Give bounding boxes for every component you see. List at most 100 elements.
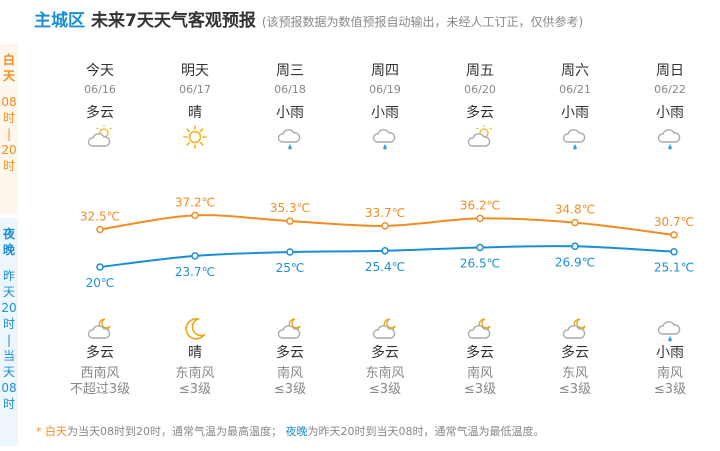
day-name: 周六 <box>561 63 589 79</box>
day-date: 06/22 <box>654 83 686 96</box>
wind-level: ≤3级 <box>653 382 687 397</box>
rain-icon <box>245 124 335 150</box>
day-date: 06/20 <box>464 83 496 96</box>
disclaimer-note: (该预报数据为数值预报自动输出，未经人工订正，仅供参考) <box>261 15 584 29</box>
low-temp-point <box>286 248 294 256</box>
day-name: 周日 <box>656 63 684 79</box>
rain-icon <box>625 124 715 150</box>
low-temp-label: 26.5℃ <box>460 257 500 271</box>
day-name: 周三 <box>276 63 304 79</box>
footer-day-term: 白天 <box>45 425 67 438</box>
wind-direction: 南风 <box>656 366 683 381</box>
high-temp-label: 33.7℃ <box>365 206 405 220</box>
day-date: 06/19 <box>369 83 401 96</box>
side-range-char: 20 <box>1 143 17 157</box>
low-temp-point <box>381 247 389 255</box>
low-temp-label: 25.1℃ <box>654 261 694 275</box>
moon-icon <box>150 316 240 342</box>
day-date: 06/16 <box>84 83 116 96</box>
night-weather-text: 多云 <box>371 345 399 361</box>
night-weather-text: 晴 <box>188 345 202 361</box>
high-temp-point <box>191 211 199 220</box>
low-temp-label: 23.7℃ <box>175 265 215 279</box>
rain-icon <box>625 316 715 342</box>
high-temp-label: 36.2℃ <box>460 198 500 212</box>
high-temp-point <box>96 225 104 234</box>
side-range-char: 时 <box>2 397 15 411</box>
rain-icon <box>530 124 620 150</box>
high-temp-label: 32.5℃ <box>80 210 120 224</box>
low-temp-label: 20℃ <box>86 276 115 290</box>
side-range-char: 时 <box>2 159 15 173</box>
wind-direction: 东风 <box>561 366 588 381</box>
side-range-char: 08 <box>1 381 17 395</box>
side-range-char: 20 <box>1 301 17 315</box>
footer-note: * 白天为当天08时到20时，通常气温为最高温度； 夜晚为昨天20时到当天08时… <box>36 423 545 439</box>
day-weather-text: 小雨 <box>656 105 684 121</box>
day-name: 今天 <box>86 63 114 79</box>
cloudy-moon-icon <box>435 316 525 342</box>
day-weather-text: 小雨 <box>371 105 399 121</box>
footer-night-desc: 为昨天20时到当天08时，通常气温为最低温度。 <box>307 425 545 438</box>
wind-info: 东风 ≤3级 <box>530 366 620 398</box>
wind-level: ≤3级 <box>178 382 212 397</box>
side-range-char: 时 <box>2 317 15 331</box>
wind-level: ≤3级 <box>463 382 497 397</box>
night-weather-text: 多云 <box>276 345 304 361</box>
high-temp-label: 30.7℃ <box>654 215 694 229</box>
wind-direction: 南风 <box>466 366 493 381</box>
cloudy-moon-icon <box>245 316 335 342</box>
side-range-char: 08 <box>1 95 17 109</box>
night-weather-text: 多云 <box>86 345 114 361</box>
rain-icon <box>340 124 430 150</box>
low-temp-label: 25.4℃ <box>365 260 405 274</box>
cloudy-sun-icon <box>55 124 145 150</box>
low-temp-point <box>571 242 579 251</box>
wind-direction: 南风 <box>276 366 303 381</box>
wind-level: 不超过3级 <box>69 382 131 397</box>
low-temp-line <box>99 245 675 268</box>
day-period-label: 白天 08 时 | 20 时 <box>0 44 18 214</box>
cloudy-moon-icon <box>530 316 620 342</box>
low-temp-point <box>191 252 199 260</box>
day-weather-text: 小雨 <box>561 105 589 121</box>
night-weather-text: 小雨 <box>656 345 684 361</box>
night-weather-text: 多云 <box>466 345 494 361</box>
low-temp-point <box>670 247 678 256</box>
high-temp-point <box>476 214 484 223</box>
low-temp-label: 26.9℃ <box>555 255 595 269</box>
day-weather-text: 多云 <box>466 105 494 121</box>
footer-star: * <box>36 425 45 438</box>
day-label: 白天 <box>2 53 15 83</box>
high-temp-label: 34.8℃ <box>555 203 595 217</box>
day-weather-text: 多云 <box>86 105 114 121</box>
high-temp-label: 37.2℃ <box>175 195 215 209</box>
wind-direction: 东南风 <box>175 366 215 381</box>
side-range-char: 昨 <box>2 269 15 283</box>
day-date: 06/17 <box>179 83 211 96</box>
day-weather-text: 晴 <box>188 105 202 121</box>
side-range-char: | <box>6 333 12 347</box>
wind-info: 西南风 不超过3级 <box>55 366 145 398</box>
low-temp-label: 25℃ <box>276 261 305 275</box>
side-range-char: 时 <box>2 111 15 125</box>
high-temp-point <box>571 218 579 227</box>
city-name: 主城区 <box>34 11 85 31</box>
footer-night-term: 夜晚 <box>285 425 308 438</box>
cloudy-moon-icon <box>340 316 430 342</box>
wind-direction: 西南风 <box>80 366 120 381</box>
day-weather-text: 小雨 <box>276 105 304 121</box>
wind-info: 东南风 ≤3级 <box>150 366 240 398</box>
side-range-char: 当 <box>2 349 15 363</box>
high-temp-point <box>670 231 678 239</box>
sun-icon <box>150 124 240 150</box>
day-name: 周四 <box>371 63 399 79</box>
wind-level: ≤3级 <box>273 382 307 397</box>
side-range-char: 天 <box>2 365 15 379</box>
cloudy-moon-icon <box>55 316 145 342</box>
wind-info: 南风 ≤3级 <box>435 366 525 398</box>
page-title: 未来7天天气客观预报 <box>91 11 256 31</box>
footer-day-desc: 为当天08时到20时，通常气温为最高温度； <box>67 425 282 438</box>
wind-level: ≤3级 <box>368 382 402 397</box>
high-temp-line <box>99 214 675 236</box>
